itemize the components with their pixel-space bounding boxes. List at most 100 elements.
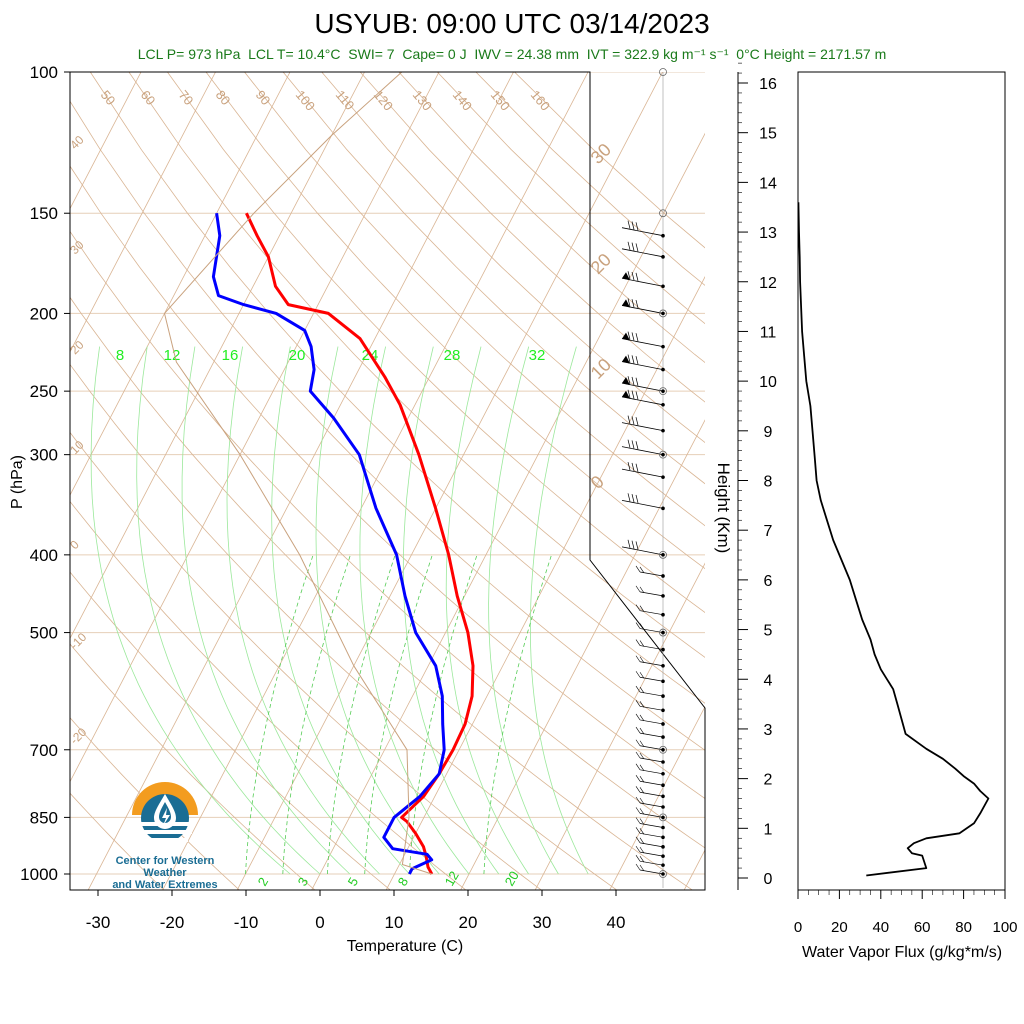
barb-calm-circle <box>659 387 667 396</box>
dry-adiabat <box>70 230 705 849</box>
moist-adiabat-label: 8 <box>116 347 124 364</box>
wind-barb-feather <box>635 751 641 759</box>
mixing-ratio-line <box>483 554 552 875</box>
moist-adiabat-label: 32 <box>529 347 546 364</box>
wind-barb-feather <box>627 539 631 548</box>
dry-adiabat <box>167 72 705 613</box>
logo-line2: and Water Extremes <box>112 879 218 891</box>
dry-adiabat <box>70 500 467 890</box>
logo-line1: Center for Western Weather <box>115 855 215 879</box>
mixing-ratio-label: 8 <box>395 875 412 889</box>
height-tick-label: 7 <box>764 523 773 540</box>
wind-barb-feather <box>631 462 635 472</box>
isotherm-label: 20 <box>587 250 615 278</box>
barb-calm-circle <box>659 628 667 637</box>
dry-adiabat <box>321 72 705 443</box>
skewt-series <box>164 72 475 875</box>
wind-barb-feather <box>639 818 645 825</box>
dry-adiabat <box>205 72 705 570</box>
wind-barb-feather <box>635 739 641 746</box>
wind-barb-feather <box>635 655 641 662</box>
wind-barb-feather <box>627 298 631 307</box>
isotherm-line <box>609 705 705 890</box>
dry-adiabat <box>70 431 542 890</box>
moist-adiabat-label: 12 <box>164 347 181 364</box>
wind-barb-feather <box>635 299 639 309</box>
dry-adiabat <box>244 72 705 527</box>
dry-adiabat <box>70 100 705 751</box>
moist-adiabat <box>445 346 529 875</box>
wind-barb-shaft <box>621 422 664 432</box>
dry-adiabat <box>359 72 705 403</box>
barb-point <box>661 403 665 407</box>
x-tick-label: 0 <box>315 913 324 932</box>
wind-barb-feather <box>631 540 635 549</box>
mixing-ratio-line <box>327 554 396 875</box>
barb-point <box>661 506 665 511</box>
y-tick-label: 700 <box>30 741 58 760</box>
wind-barb-feather <box>627 271 631 280</box>
height-tick-label: 4 <box>764 672 773 689</box>
wind-barb-feather <box>627 376 631 385</box>
wind-barb-feather <box>639 640 645 647</box>
y-tick-label: 100 <box>30 63 58 82</box>
wind-barb-feather <box>639 828 645 835</box>
wind-barb-feather <box>627 354 631 363</box>
dry-adiabat-label: 50 <box>98 87 119 108</box>
flux-x-tick-label: 40 <box>872 919 889 936</box>
wind-barb-feather <box>639 586 645 594</box>
wind-barb-feather <box>635 775 641 782</box>
wind-barb-flag <box>622 272 630 281</box>
mixing-ratio-label: 5 <box>345 875 362 889</box>
isotherm-line <box>70 72 216 353</box>
wind-barb-feather <box>635 356 639 365</box>
moist-adiabat <box>90 346 291 875</box>
wind-barb-feather <box>639 605 645 612</box>
height-tick-label: 10 <box>759 374 777 391</box>
dry-adiabat <box>70 792 165 890</box>
wind-barb-feather <box>639 864 645 872</box>
wind-barb-feather <box>639 797 645 805</box>
moist-adiabat <box>226 346 380 875</box>
wind-barb-feather <box>631 376 635 386</box>
flux-x-tick-label: 80 <box>955 919 972 936</box>
height-tick-label: 9 <box>764 424 773 441</box>
flux-x-tick-label: 0 <box>794 919 802 936</box>
mixing-ratio-line <box>282 554 351 875</box>
height-tick-label: 14 <box>759 175 777 192</box>
dry-adiabat-label: 160 <box>528 87 553 113</box>
wind-barb-feather <box>635 604 641 611</box>
wind-barb-flag <box>622 390 630 399</box>
wind-barb-flag <box>622 377 630 386</box>
mixing-ratio-label: 20 <box>502 868 522 888</box>
x-axis-label: Temperature (C) <box>347 938 463 955</box>
wind-barb-feather <box>639 752 645 760</box>
wind-barb-feather <box>639 740 645 747</box>
height-tick-label: 1 <box>764 821 773 838</box>
wind-barb-feather <box>635 671 641 678</box>
wind-barb-feather <box>627 493 631 502</box>
dry-adiabat-label: 60 <box>138 87 159 108</box>
height-tick-label: 6 <box>764 573 773 590</box>
isotherm-label: -10 <box>67 630 89 652</box>
height-tick-label: 16 <box>759 76 777 93</box>
wind-barb-feather <box>631 494 635 503</box>
wind-barb-feather <box>631 242 635 251</box>
wind-barb-feather <box>627 220 631 229</box>
height-tick-label: 8 <box>764 474 773 491</box>
wind-barb-feather <box>635 863 641 871</box>
dry-adiabat-label: 140 <box>450 87 475 113</box>
wind-barb-feather <box>631 355 635 364</box>
chart-title: USYUB: 09:00 UTC 03/14/2023 <box>314 8 710 39</box>
dry-adiabat <box>70 363 618 890</box>
height-tick-label: 3 <box>764 722 773 739</box>
moist-adiabat <box>315 346 440 875</box>
wind-barb-feather <box>639 808 645 815</box>
wind-barb-feather <box>635 441 639 450</box>
dry-adiabat <box>398 72 705 364</box>
wind-barb-feather <box>635 272 639 281</box>
wind-barb-feather <box>635 827 641 834</box>
